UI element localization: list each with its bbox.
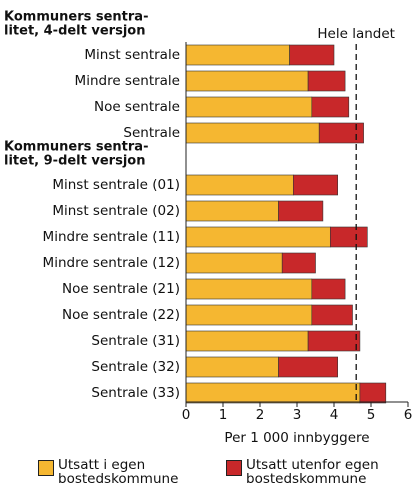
group-header: litet, 4-delt versjon (4, 24, 145, 39)
category-label: Mindre sentrale (75, 73, 180, 89)
category-label: Mindre sentrale (12) (43, 255, 180, 271)
category-label: Sentrale (32) (91, 359, 180, 375)
category-label: Noe sentrale (21) (62, 281, 180, 297)
category-label: Mindre sentrale (11) (43, 229, 180, 245)
bar-segment (185, 252, 283, 274)
bar-segment (311, 278, 346, 300)
category-label: Noe sentrale (22) (62, 307, 180, 323)
bar-segment (281, 252, 316, 274)
x-tick-label: 3 (293, 407, 302, 423)
group-header: litet, 9-delt versjon (4, 154, 145, 169)
legend-label: Utsatt i egen bostedskommune (58, 457, 179, 487)
legend-item: Utsatt i egen bostedskommune (38, 458, 178, 486)
x-axis-label: Per 1 000 innbyggere (224, 430, 369, 446)
bar-segment (185, 356, 279, 378)
category-label: Sentrale (33) (91, 385, 180, 401)
legend-item: Utsatt utenfor egen bostedskommune (226, 458, 396, 486)
bar-segment (185, 70, 309, 92)
bar-segment (278, 200, 324, 222)
bar-segment (185, 122, 320, 144)
x-tick-label: 6 (404, 407, 413, 423)
category-label: Minst sentrale (84, 47, 180, 63)
bar-segment (311, 96, 350, 118)
bar-segment (185, 382, 361, 404)
bar-segment (318, 122, 364, 144)
bar-segment (311, 304, 353, 326)
bar-segment (185, 330, 309, 352)
bar-segment (307, 330, 361, 352)
reference-label: Hele landet (317, 26, 395, 42)
x-tick-label: 2 (256, 407, 265, 423)
category-label: Minst sentrale (01) (52, 177, 180, 193)
bar-segment (185, 44, 290, 66)
legend-swatch (226, 460, 242, 476)
bar-segment (185, 226, 331, 248)
bar-segment (185, 96, 313, 118)
category-label: Minst sentrale (02) (52, 203, 180, 219)
group-header: Kommuners sentra- (4, 10, 148, 25)
bar-segment (359, 382, 387, 404)
x-tick-label: 1 (219, 407, 228, 423)
bar-segment (329, 226, 368, 248)
bar-segment (278, 356, 339, 378)
bar-segment (292, 174, 338, 196)
category-label: Sentrale (31) (91, 333, 180, 349)
group-header: Kommuners sentra- (4, 140, 148, 155)
legend-swatch (38, 460, 54, 476)
bar-segment (185, 200, 279, 222)
bar-segment (289, 44, 335, 66)
bar-segment (185, 278, 313, 300)
legend-label: Utsatt utenfor egen bostedskommune (246, 457, 379, 487)
bar-segment (185, 174, 294, 196)
category-label: Noe sentrale (94, 99, 180, 115)
x-tick-label: 0 (182, 407, 191, 423)
bar-segment (307, 70, 346, 92)
category-label: Sentrale (123, 125, 180, 141)
x-tick-label: 4 (330, 407, 339, 423)
x-tick-label: 5 (367, 407, 376, 423)
bar-segment (185, 304, 313, 326)
